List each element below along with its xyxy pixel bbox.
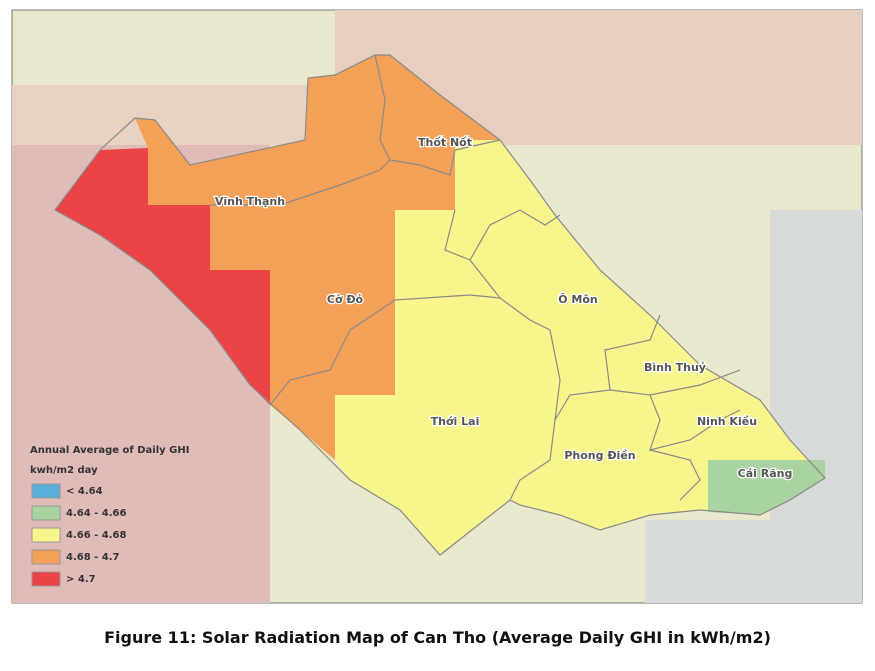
legend-label: 4.66 - 4.68: [66, 530, 127, 541]
legend-swatch: [31, 483, 61, 499]
legend-swatch: [31, 571, 61, 587]
legend: Annual Average of Daily GHI kwh/m2 day <…: [30, 445, 189, 587]
legend-unit: kwh/m2 day: [30, 465, 98, 476]
region-red: [55, 148, 270, 405]
district-label: Phong Điền: [564, 449, 635, 462]
district-border: [210, 159, 391, 206]
region-green: [708, 460, 825, 515]
district-border: [374, 54, 501, 176]
district-label: Vĩnh Thạnh: [215, 195, 285, 208]
district-border: [649, 369, 741, 396]
district-border: [54, 54, 826, 556]
district-border: [269, 294, 501, 406]
legend-swatch: [31, 527, 61, 543]
district-border: [509, 419, 556, 501]
district-border: [649, 449, 701, 501]
district-label: Ninh Kiều: [697, 415, 757, 428]
district-border: [444, 209, 741, 451]
legend-label: 4.68 - 4.7: [66, 552, 120, 563]
district-border: [604, 314, 661, 391]
district-border: [469, 209, 561, 261]
legend-swatch: [31, 549, 61, 565]
region-orange: [135, 55, 500, 460]
region-yellow: [335, 140, 825, 555]
legend-label: 4.64 - 4.66: [66, 508, 127, 519]
map: Thốt Nốt Vĩnh Thạnh Cờ Đỏ Ô Môn Bình Thu…: [11, 9, 863, 604]
background-tile: [645, 520, 862, 603]
legend-swatch: [31, 505, 61, 521]
legend-label: < 4.64: [66, 486, 103, 497]
district-label: Thới Lai: [431, 415, 480, 428]
district-label: Cờ Đỏ: [327, 293, 364, 306]
district-labels: Thốt Nốt Vĩnh Thạnh Cờ Đỏ Ô Môn Bình Thu…: [214, 135, 794, 482]
district-label: Thốt Nốt: [418, 136, 472, 149]
legend-title: Annual Average of Daily GHI: [30, 445, 189, 456]
district-label: Bình Thuỷ: [644, 361, 706, 374]
district-label: Cái Răng: [738, 467, 793, 480]
district-label: Ô Môn: [558, 293, 598, 306]
legend-label: > 4.7: [66, 574, 96, 585]
caption: Figure 11: Solar Radiation Map of Can Th…: [104, 628, 771, 647]
